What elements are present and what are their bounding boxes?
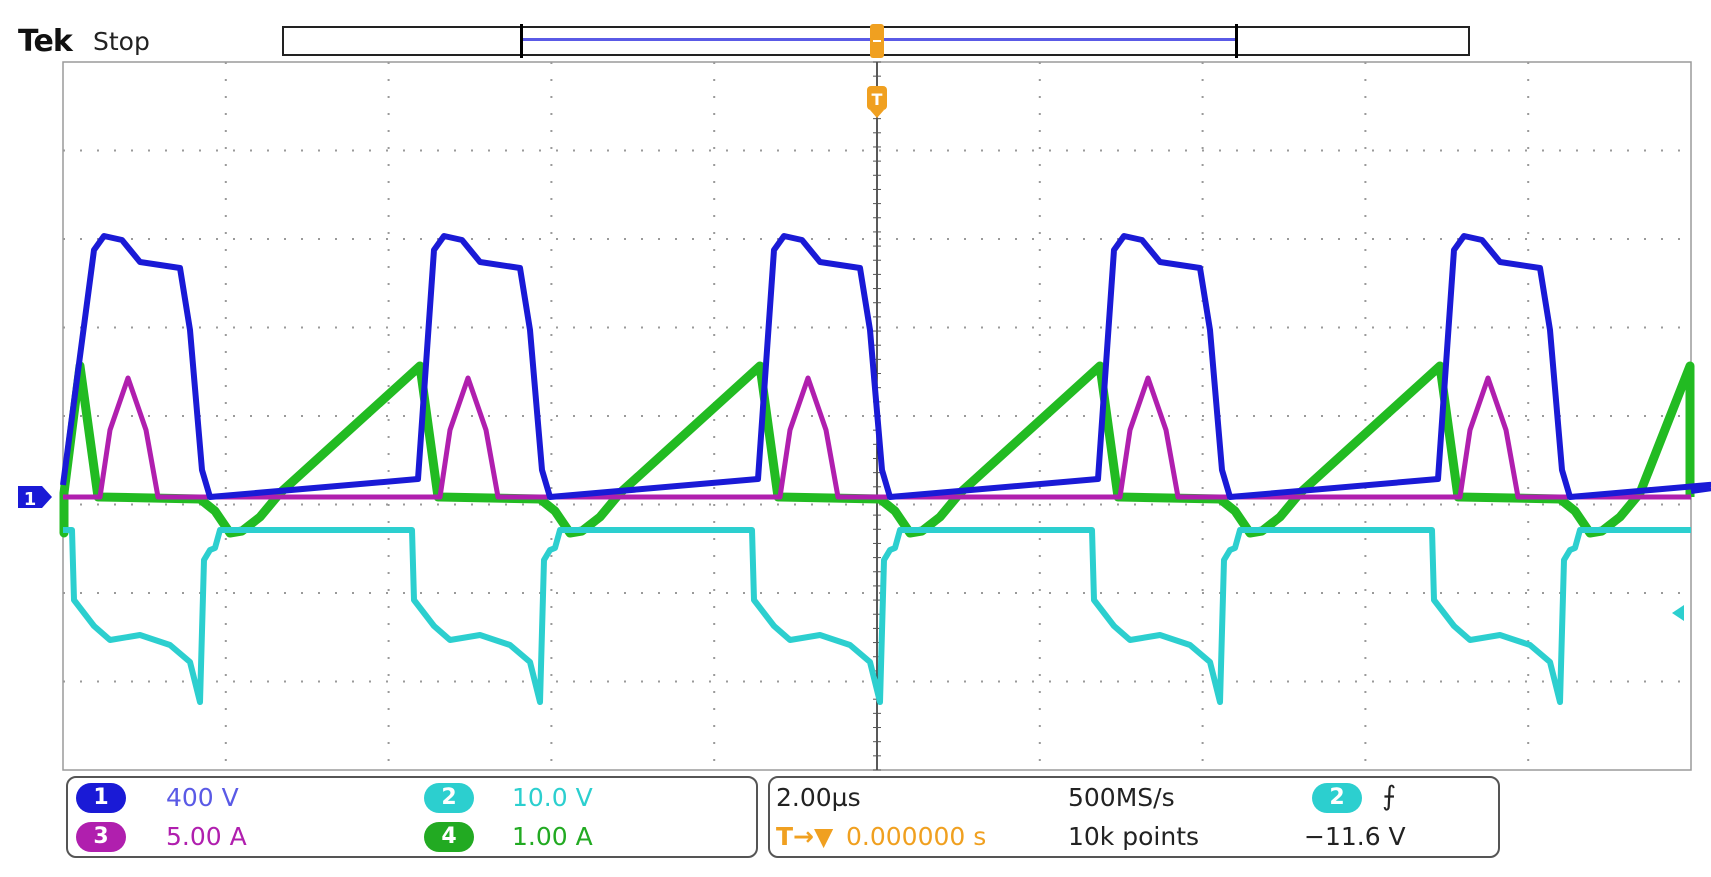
waveform-traces (59, 233, 1711, 705)
trigger-source-badge[interactable]: 2 (1312, 783, 1362, 813)
trigger-position-pointer (870, 110, 884, 118)
ch1-badge[interactable]: 1 (76, 783, 126, 813)
sample-rate: 500MS/s (1068, 783, 1175, 812)
trigger-position-label: T (872, 90, 883, 109)
channel-readout-panel (66, 776, 758, 858)
trigger-level: −11.6 V (1304, 822, 1406, 851)
ch2-badge[interactable]: 2 (424, 783, 474, 813)
ch1-scale: 400 V (166, 783, 239, 812)
horizontal-scale: 2.00µs (776, 783, 861, 812)
screen-markers: 1T (18, 24, 1684, 621)
acquisition-state: Stop (93, 27, 150, 56)
trigger-delay-icon: T→▼ (776, 822, 834, 851)
ch2-trace (63, 527, 1691, 705)
record-length: 10k points (1068, 822, 1200, 851)
ch1-trace (60, 233, 1711, 500)
rising-edge-icon: ⨍ (1382, 781, 1397, 812)
ch3-badge[interactable]: 3 (76, 822, 126, 852)
ch2-scale: 10.0 V (512, 783, 593, 812)
arrow-left-icon[interactable] (1672, 605, 1684, 621)
brand-logo: Tek (18, 24, 73, 59)
trigger-position-icon[interactable] (867, 86, 887, 110)
trigger-delay: 0.000000 s (846, 822, 987, 851)
ch3-trace (63, 375, 1691, 500)
ch1-ground-marker-label: 1 (24, 489, 37, 510)
ch4-badge[interactable]: 4 (424, 822, 474, 852)
ch4-scale: 1.00 A (512, 822, 593, 851)
timebase-readout-panel (768, 776, 1500, 858)
ch1-ground-marker[interactable] (18, 486, 52, 508)
ch3-scale: 5.00 A (166, 822, 247, 851)
